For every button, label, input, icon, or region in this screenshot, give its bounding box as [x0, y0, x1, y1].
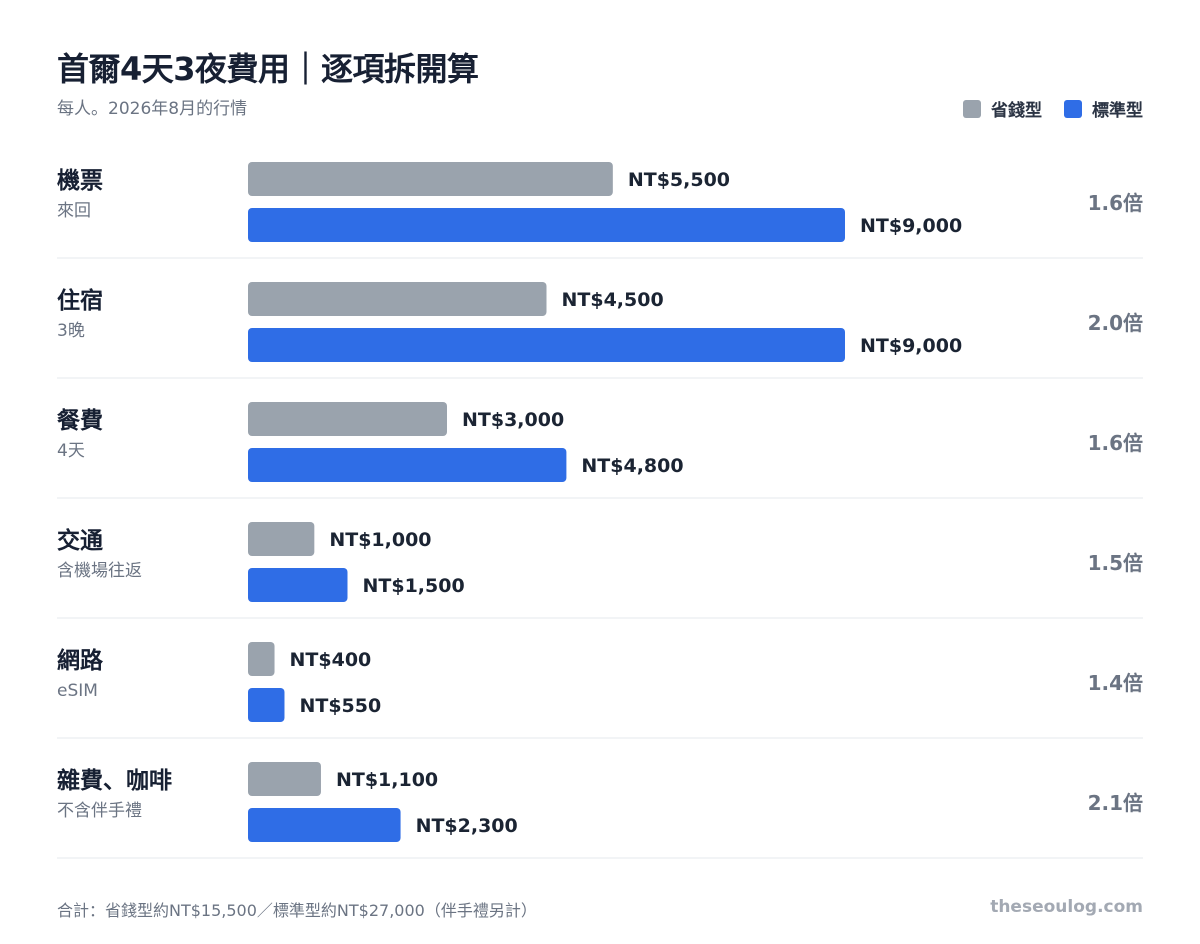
bar-value-label-standard: NT$550: [299, 695, 381, 717]
bar-budget: [248, 642, 275, 676]
legend-item-budget: 省錢型: [963, 96, 1042, 121]
category-note: 3晚: [57, 321, 85, 341]
legend-label-budget: 省錢型: [991, 101, 1042, 121]
bar-budget: [248, 162, 613, 196]
legend-label-standard: 標準型: [1092, 101, 1143, 121]
category-note: 4天: [57, 441, 85, 461]
bar-standard: [248, 568, 348, 602]
bar-value-label-budget: NT$1,100: [336, 769, 438, 791]
bar-value-label-budget: NT$400: [290, 649, 372, 671]
footer-brand[interactable]: theseoulog.com: [990, 897, 1143, 917]
category-label: 交通: [57, 527, 103, 554]
category-note: 含機場往返: [57, 561, 142, 581]
category-label: 住宿: [57, 287, 103, 314]
bar-value-label-budget: NT$3,000: [462, 409, 564, 431]
ratio-label: 2.0倍: [1088, 311, 1143, 335]
bar-budget: [248, 402, 447, 436]
bar-budget: [248, 282, 547, 316]
ratio-label: 1.4倍: [1088, 671, 1143, 695]
category-label: 網路: [57, 647, 104, 674]
bar-value-label-budget: NT$4,500: [562, 289, 664, 311]
bar-value-label-budget: NT$1,000: [329, 529, 431, 551]
legend-swatch-budget: [963, 99, 981, 118]
bar-value-label-standard: NT$4,800: [581, 455, 683, 477]
category-note: eSIM: [57, 681, 98, 701]
category-label: 餐費: [57, 408, 103, 434]
bar-value-label-budget: NT$5,500: [628, 169, 730, 191]
ratio-label: 1.5倍: [1088, 551, 1143, 575]
bar-standard: [248, 688, 285, 722]
footer-total-note: 合計：省錢型約NT$15,500／標準型約NT$27,000（伴手禮另計）: [57, 901, 537, 920]
legend-swatch-standard: [1064, 99, 1082, 118]
bar-standard: [248, 328, 845, 362]
bar-standard: [248, 448, 567, 482]
category-label: 機票: [57, 168, 103, 194]
bar-standard: [248, 808, 401, 842]
ratio-label: 2.1倍: [1088, 791, 1143, 815]
ratio-label: 1.6倍: [1088, 431, 1143, 455]
chart-subtitle: 每人。2026年8月的行情: [57, 99, 248, 119]
ratio-label: 1.6倍: [1088, 191, 1143, 215]
category-label: 雜費、咖啡: [57, 767, 172, 794]
bar-budget: [248, 522, 315, 556]
category-note: 不含伴手禮: [57, 801, 142, 821]
bar-budget: [248, 762, 321, 796]
category-note: 來回: [57, 201, 91, 221]
bar-value-label-standard: NT$9,000: [860, 335, 962, 357]
bar-value-label-standard: NT$2,300: [416, 815, 518, 837]
bar-value-label-standard: NT$1,500: [363, 575, 465, 597]
legend-item-standard: 標準型: [1064, 96, 1143, 121]
chart-title: 首爾4天3夜費用｜逐項拆開算: [57, 50, 479, 88]
bar-standard: [248, 208, 845, 242]
bar-value-label-standard: NT$9,000: [860, 215, 962, 237]
legend: 省錢型 標準型: [963, 96, 1143, 121]
